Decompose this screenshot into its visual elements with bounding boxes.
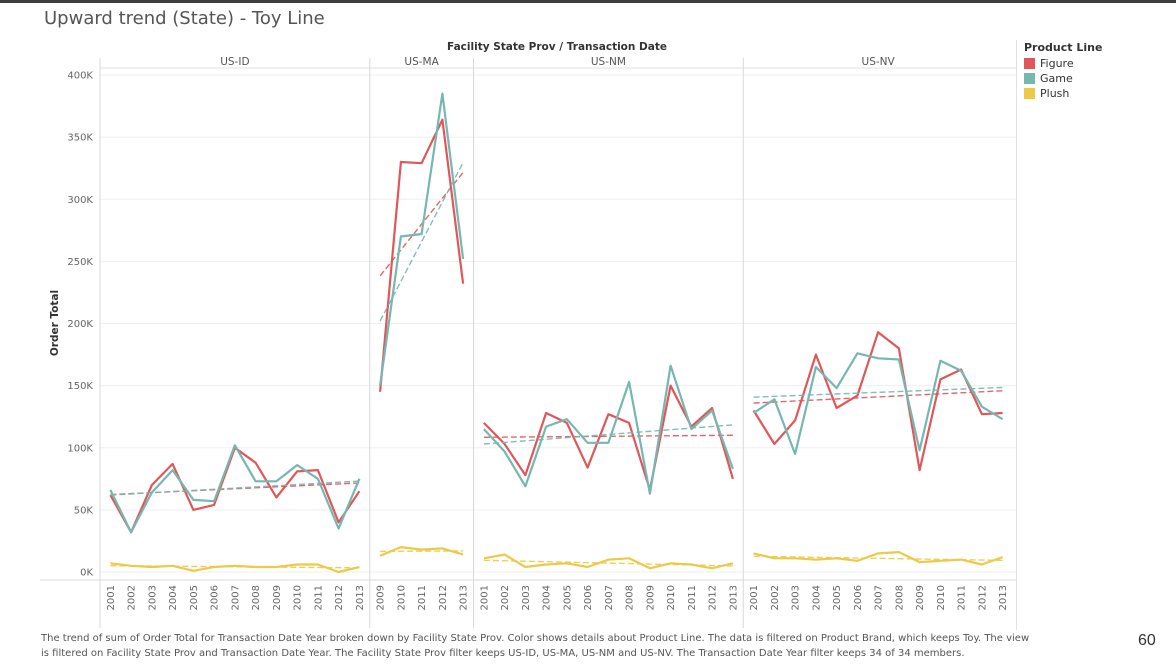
x-tick-label: 2005 [832, 585, 843, 610]
x-tick-label: 2012 [438, 585, 449, 610]
x-tick-label: 2006 [853, 585, 864, 610]
y-tick-label: 150K [67, 381, 93, 392]
x-tick-label: 2013 [459, 585, 470, 610]
line-chart: Facility State Prov / Transaction Date O… [40, 41, 1016, 628]
legend-swatch-figure [1024, 58, 1035, 69]
x-tick-label: 2004 [168, 585, 179, 610]
x-tick-label: 2003 [791, 585, 802, 610]
x-tick-label: 2011 [957, 585, 968, 610]
x-tick-label: 2003 [521, 585, 532, 610]
trend-line-game-us-nv [753, 386, 1003, 398]
x-tick-label: 2001 [106, 585, 117, 610]
x-tick-label: 2007 [874, 585, 885, 610]
chart-caption: The trend of sum of Order Total for Tran… [41, 633, 1030, 659]
x-tick-label: 2013 [728, 585, 739, 610]
x-tick-label: 2007 [604, 585, 615, 610]
series-line-plush-us-ma[interactable] [379, 545, 464, 557]
legend-item-figure[interactable]: Figure [1024, 56, 1102, 71]
page-number: 60 [1138, 632, 1156, 649]
legend-item-plush[interactable]: Plush [1024, 86, 1102, 101]
trend-line-plush-us-id [110, 564, 360, 569]
y-tick-label: 250K [67, 257, 93, 268]
y-tick-label: 50K [74, 505, 94, 516]
series-line-figure-us-ma[interactable] [379, 118, 465, 392]
trend-line-figure-us-nv [753, 390, 1003, 404]
trend-line-figure-us-nm [483, 434, 733, 439]
series-line-plush-us-id[interactable] [110, 562, 360, 574]
panel-header-us-ma: US-MA [404, 56, 439, 68]
legend-label-plush: Plush [1040, 87, 1070, 100]
series-line-game-us-ma[interactable] [379, 92, 465, 386]
y-tick-label: 350K [67, 133, 93, 144]
y-tick-label: 400K [67, 71, 93, 82]
page-title: Upward trend (State) - Toy Line [44, 8, 325, 29]
x-tick-label: 2013 [998, 585, 1009, 610]
trend-line-game-us-id [110, 480, 360, 496]
legend-swatch-plush [1024, 88, 1035, 99]
trend-line-plush-us-nm [483, 559, 733, 567]
y-tick-label: 300K [67, 195, 93, 206]
x-tick-label: 2012 [977, 585, 988, 610]
x-tick-label: 2011 [687, 585, 698, 610]
y-axis-label: Order Total [49, 290, 61, 356]
x-tick-label: 2008 [894, 585, 905, 610]
x-tick-label: 2009 [376, 585, 387, 610]
series-line-game-us-nm[interactable] [483, 364, 734, 495]
series-line-plush-us-nv[interactable] [753, 550, 1003, 566]
y-tick-label: 100K [67, 443, 93, 454]
trend-line-game-us-ma [379, 162, 464, 322]
x-tick-label: 2012 [708, 585, 719, 610]
x-tick-label: 2005 [189, 585, 200, 610]
x-tick-label: 2003 [147, 585, 158, 610]
x-tick-label: 2010 [936, 585, 947, 610]
legend: Product Line Figure Game Plush [1024, 41, 1102, 101]
series-line-game-us-id[interactable] [109, 444, 361, 534]
trend-line-plush-us-nv [753, 555, 1003, 562]
x-tick-label: 2007 [230, 585, 241, 610]
x-tick-label: 2009 [915, 585, 926, 610]
x-tick-label: 2006 [583, 585, 594, 610]
x-tick-label: 2008 [625, 585, 636, 610]
x-tick-label: 2012 [334, 585, 345, 610]
x-tick-label: 2008 [251, 585, 262, 610]
panel-header-us-id: US-ID [220, 56, 249, 68]
trend-line-figure-us-ma [379, 171, 464, 277]
x-tick-label: 2009 [645, 585, 656, 610]
x-tick-label: 2002 [770, 585, 781, 610]
legend-title: Product Line [1024, 41, 1103, 54]
x-tick-label: 2004 [542, 585, 553, 610]
legend-item-game[interactable]: Game [1024, 71, 1102, 86]
series-line-game-us-nv[interactable] [752, 352, 1004, 456]
y-tick-label: 0K [80, 568, 93, 579]
x-tick-label: 2013 [355, 585, 366, 610]
x-tick-label: 2004 [811, 585, 822, 610]
x-tick-label: 2002 [500, 585, 511, 610]
column-header: Facility State Prov / Transaction Date [447, 41, 667, 53]
series-line-figure-us-nm[interactable] [483, 384, 734, 492]
x-tick-label: 2010 [293, 585, 304, 610]
x-tick-label: 2009 [272, 585, 283, 610]
x-tick-label: 2006 [210, 585, 221, 610]
y-tick-label: 200K [67, 319, 93, 330]
legend-label-game: Game [1040, 72, 1073, 85]
panel-header-us-nm: US-NM [591, 56, 626, 68]
x-tick-label: 2010 [396, 585, 407, 610]
x-tick-label: 2001 [749, 585, 760, 610]
panel-header-us-nv: US-NV [862, 56, 896, 68]
legend-divider [1016, 40, 1017, 630]
x-tick-label: 2002 [127, 585, 138, 610]
x-tick-label: 2010 [666, 585, 677, 610]
x-tick-label: 2011 [313, 585, 324, 610]
legend-label-figure: Figure [1040, 57, 1074, 70]
trend-line-game-us-nm [483, 424, 733, 445]
top-border [0, 0, 1176, 3]
legend-swatch-game [1024, 73, 1035, 84]
x-tick-label: 2011 [417, 585, 428, 610]
x-tick-label: 2001 [479, 585, 490, 610]
x-tick-label: 2005 [562, 585, 573, 610]
